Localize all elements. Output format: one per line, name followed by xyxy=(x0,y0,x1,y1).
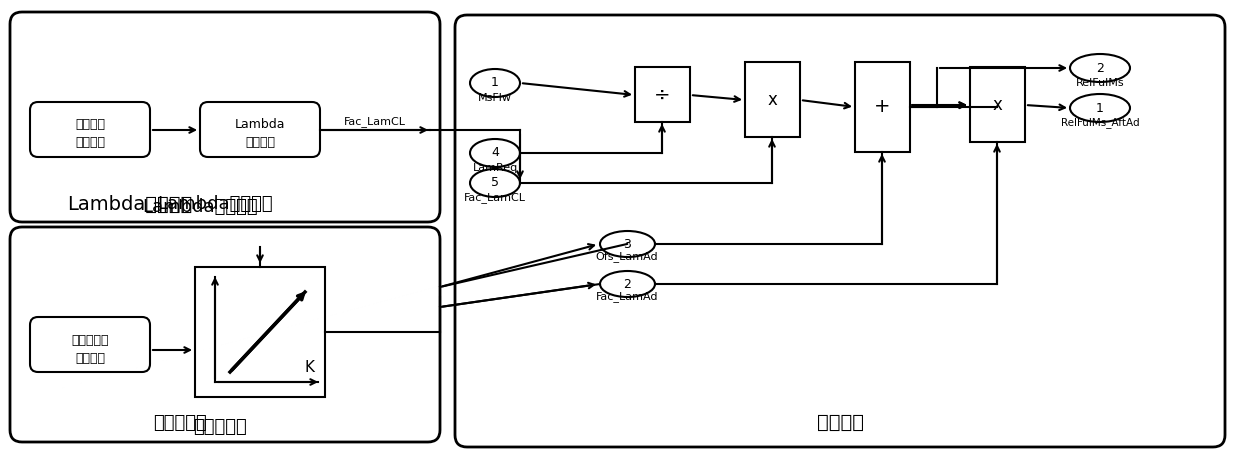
Text: Fac_LamAd: Fac_LamAd xyxy=(595,292,658,303)
Text: 3: 3 xyxy=(622,237,631,250)
Text: 使能条件: 使能条件 xyxy=(74,135,105,148)
Text: Ofs_LamAd: Ofs_LamAd xyxy=(595,251,658,262)
Text: 2: 2 xyxy=(622,278,631,291)
Ellipse shape xyxy=(470,169,520,197)
FancyBboxPatch shape xyxy=(30,317,150,372)
Text: +: + xyxy=(874,97,890,116)
Text: 自适应方法: 自适应方法 xyxy=(193,418,247,436)
Ellipse shape xyxy=(1070,94,1130,122)
Text: 4: 4 xyxy=(491,146,498,159)
Text: 1: 1 xyxy=(491,77,498,90)
Bar xyxy=(970,67,1025,142)
Bar xyxy=(745,62,800,137)
Text: Lambda闭环控制: Lambda闭环控制 xyxy=(67,195,192,214)
Text: K: K xyxy=(305,359,315,375)
FancyBboxPatch shape xyxy=(10,12,440,222)
Bar xyxy=(195,267,325,397)
Text: Fac_LamCL: Fac_LamCL xyxy=(464,193,526,203)
Ellipse shape xyxy=(600,271,655,297)
Text: 闭环控制: 闭环控制 xyxy=(74,117,105,130)
Text: 1: 1 xyxy=(1096,102,1104,115)
Text: Lambda闭环控制: Lambda闭环控制 xyxy=(143,198,258,216)
Text: 自适应方法: 自适应方法 xyxy=(153,414,207,432)
FancyBboxPatch shape xyxy=(30,102,150,157)
FancyBboxPatch shape xyxy=(10,227,440,442)
Bar xyxy=(635,67,689,122)
FancyBboxPatch shape xyxy=(455,15,1225,447)
Text: ÷: ÷ xyxy=(653,85,671,104)
Text: MsFlw: MsFlw xyxy=(477,93,512,103)
Text: x: x xyxy=(768,91,777,109)
Text: 油量计算: 油量计算 xyxy=(816,413,863,432)
Ellipse shape xyxy=(600,231,655,257)
Text: 2: 2 xyxy=(1096,61,1104,74)
Text: 5: 5 xyxy=(491,176,498,189)
Text: RelFulMs: RelFulMs xyxy=(1075,78,1125,88)
Text: Lambda: Lambda xyxy=(234,117,285,130)
Text: Lambda闭环控制: Lambda闭环控制 xyxy=(157,195,273,213)
Text: LamReq: LamReq xyxy=(472,163,517,173)
Text: 使能条件: 使能条件 xyxy=(74,352,105,365)
Ellipse shape xyxy=(470,139,520,167)
Bar xyxy=(856,62,910,152)
Ellipse shape xyxy=(470,69,520,97)
Ellipse shape xyxy=(1070,54,1130,82)
Text: RelFulMs_AftAd: RelFulMs_AftAd xyxy=(1060,117,1140,128)
Text: Fac_LamCL: Fac_LamCL xyxy=(343,116,405,128)
Text: x: x xyxy=(992,96,1002,114)
FancyBboxPatch shape xyxy=(200,102,320,157)
Text: 闭环控制: 闭环控制 xyxy=(246,135,275,148)
Text: 自适应控制: 自适应控制 xyxy=(71,334,109,346)
